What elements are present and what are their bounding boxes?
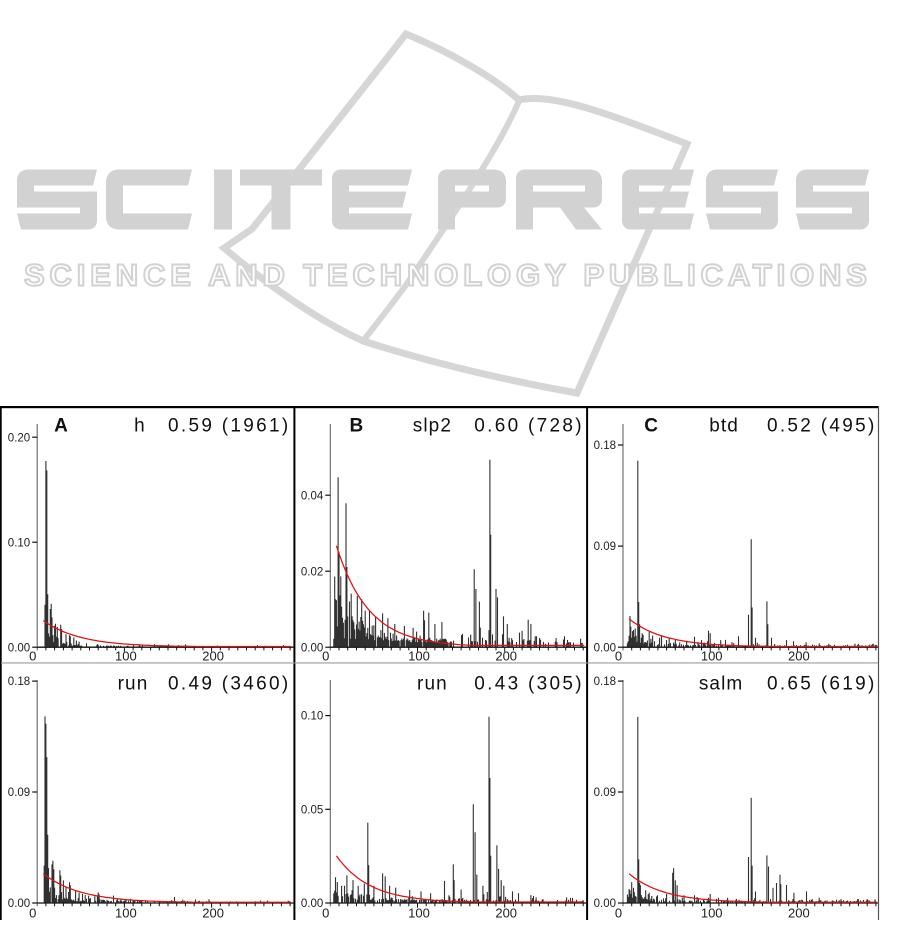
svg-text:200: 200 [495, 649, 517, 664]
svg-text:0.18: 0.18 [594, 440, 616, 452]
svg-text:100: 100 [701, 649, 723, 664]
svg-text:0.09: 0.09 [594, 541, 616, 553]
svg-text:100: 100 [701, 906, 723, 921]
svg-text:0: 0 [615, 649, 622, 664]
svg-text:slp2: slp2 [413, 416, 452, 437]
svg-text:100: 100 [408, 649, 430, 664]
svg-text:0.02: 0.02 [301, 566, 323, 578]
svg-text:salm: salm [699, 674, 744, 695]
svg-text:200: 200 [202, 649, 224, 664]
svg-text:SCIENCE AND TECHNOLOGY PUBLICA: SCIENCE AND TECHNOLOGY PUBLICATIONS [24, 258, 872, 293]
svg-text:0: 0 [322, 906, 329, 921]
svg-text:100: 100 [408, 906, 430, 921]
svg-text:0: 0 [29, 649, 36, 664]
svg-text:0: 0 [322, 649, 329, 664]
svg-text:200: 200 [495, 906, 517, 921]
svg-text:0.09: 0.09 [594, 787, 616, 799]
svg-text:0.00: 0.00 [301, 642, 323, 654]
svg-text:0.65 (619): 0.65 (619) [767, 674, 877, 695]
svg-text:0.43 (305): 0.43 (305) [474, 674, 584, 695]
svg-text:100: 100 [115, 649, 137, 664]
svg-text:run: run [118, 674, 149, 695]
svg-text:0.00: 0.00 [8, 898, 30, 910]
svg-text:B: B [350, 416, 364, 437]
svg-text:100: 100 [115, 906, 137, 921]
svg-text:0.00: 0.00 [8, 642, 30, 654]
svg-text:0.18: 0.18 [8, 676, 30, 688]
svg-text:A: A [54, 416, 68, 437]
svg-text:h: h [134, 416, 146, 437]
svg-text:0.00: 0.00 [594, 642, 616, 654]
svg-text:0.18: 0.18 [594, 676, 616, 688]
svg-text:0: 0 [29, 906, 36, 921]
svg-text:0: 0 [615, 906, 622, 921]
svg-text:0.10: 0.10 [301, 711, 323, 723]
svg-text:run: run [417, 674, 448, 695]
svg-text:200: 200 [202, 906, 224, 921]
svg-text:0.52 (495): 0.52 (495) [767, 416, 877, 437]
svg-text:0.05: 0.05 [301, 804, 323, 816]
svg-text:0.04: 0.04 [301, 490, 324, 502]
svg-text:0.09: 0.09 [8, 787, 30, 799]
svg-text:C: C [644, 416, 658, 437]
svg-text:0.59 (1961): 0.59 (1961) [168, 416, 290, 437]
svg-text:0.20: 0.20 [8, 432, 30, 444]
svg-text:0.60 (728): 0.60 (728) [474, 416, 584, 437]
svg-text:200: 200 [788, 649, 810, 664]
svg-text:200: 200 [788, 906, 810, 921]
svg-text:0.10: 0.10 [8, 537, 30, 549]
svg-text:0.49 (3460): 0.49 (3460) [168, 674, 290, 695]
svg-text:0.00: 0.00 [301, 898, 323, 910]
svg-text:btd: btd [709, 416, 739, 437]
svg-text:0.00: 0.00 [594, 898, 616, 910]
